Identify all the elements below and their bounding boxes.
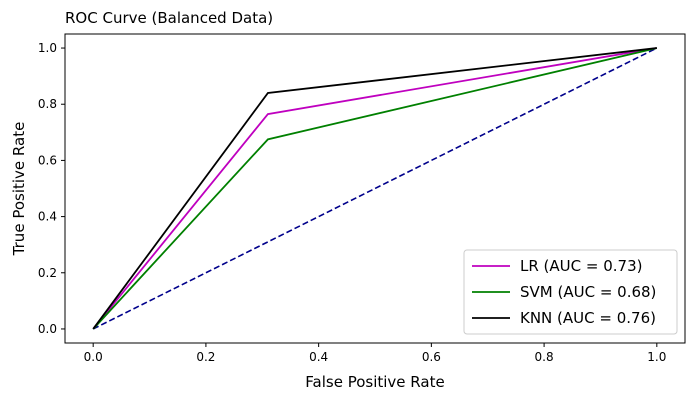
ticks-layer: 0.0 0.2 0.4 0.6 0.8 1.0 0.0 0.2 0.4 0.6 0.8 1.0 (38, 41, 666, 364)
series-line-2 (92, 47, 657, 330)
x-axis-label: False Positive Rate (305, 373, 444, 391)
chart-title: ROC Curve (Balanced Data) (65, 9, 273, 27)
x-tick-label: 0.2 (196, 350, 215, 364)
reference-diagonal-line (92, 47, 658, 330)
x-tick-label: 0.4 (309, 350, 328, 364)
x-tick-label: 0.8 (535, 350, 554, 364)
plot-layer (92, 47, 658, 330)
y-tick-label: 1.0 (38, 41, 57, 55)
legend-label-1: SVM (AUC = 0.68) (520, 283, 656, 301)
y-tick-label: 0.4 (38, 210, 57, 224)
y-tick-label: 0.0 (38, 322, 57, 336)
legend-label-0: LR (AUC = 0.73) (520, 257, 642, 275)
series-line-1 (92, 47, 658, 330)
y-tick-label: 0.6 (38, 153, 57, 167)
y-axis-label: True Positive Rate (10, 122, 28, 257)
x-tick-label: 0.6 (422, 350, 441, 364)
legend-label-2: KNN (AUC = 0.76) (520, 309, 656, 327)
legend-frame (463, 249, 678, 335)
y-tick-label: 0.8 (38, 97, 57, 111)
legend: LR (AUC = 0.73) SVM (AUC = 0.68) KNN (AUC … (463, 249, 678, 335)
x-tick-label: 1.0 (647, 350, 666, 364)
series-line-0 (92, 47, 657, 330)
y-tick-label: 0.2 (38, 266, 57, 280)
x-tick-label: 0.0 (84, 350, 103, 364)
axes-frame (64, 33, 686, 344)
